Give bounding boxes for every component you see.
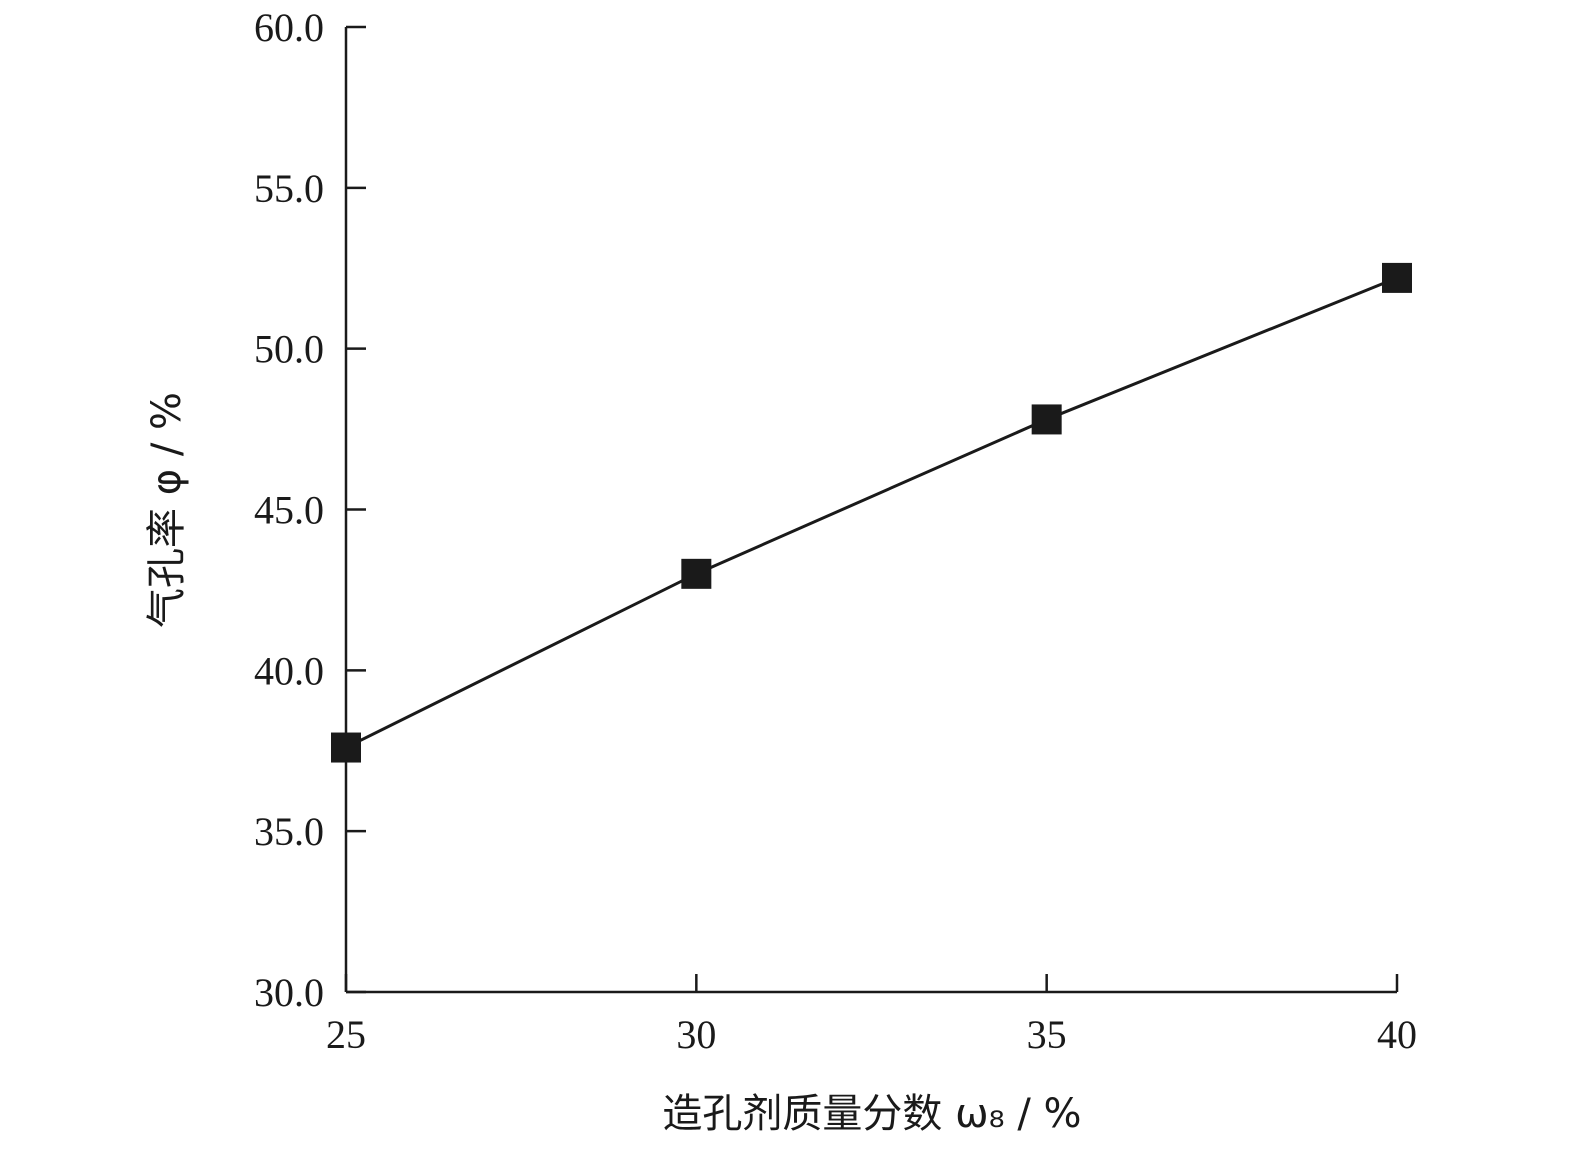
- data-point: [1031, 404, 1062, 435]
- x-tick-label: 40: [1377, 1012, 1417, 1057]
- y-tick-label: 55.0: [254, 166, 324, 211]
- x-tick-label: 25: [326, 1012, 366, 1057]
- data-point: [331, 732, 361, 763]
- x-tick-label: 30: [676, 1012, 716, 1057]
- y-axis-title: 气孔率 φ / %: [144, 392, 190, 628]
- y-tick-label: 30.0: [254, 970, 324, 1015]
- x-axis-title: 造孔剂质量分数 ω₈ / %: [662, 1091, 1081, 1137]
- series: [331, 262, 1412, 763]
- y-tick-label: 60.0: [254, 5, 324, 50]
- y-axis: 30.0 35.0 40.0 45.0 50.0 55.0 60.0: [254, 5, 366, 1015]
- data-point: [681, 558, 712, 589]
- x-axis: 25 30 35 40: [326, 974, 1417, 1057]
- y-tick-label: 50.0: [254, 327, 324, 372]
- series-line: [345, 276, 1398, 749]
- y-tick-label: 35.0: [254, 809, 324, 854]
- y-tick-label: 45.0: [254, 488, 324, 533]
- data-point: [1382, 262, 1412, 293]
- y-tick-label: 40.0: [254, 648, 324, 693]
- x-tick-label: 35: [1027, 1012, 1067, 1057]
